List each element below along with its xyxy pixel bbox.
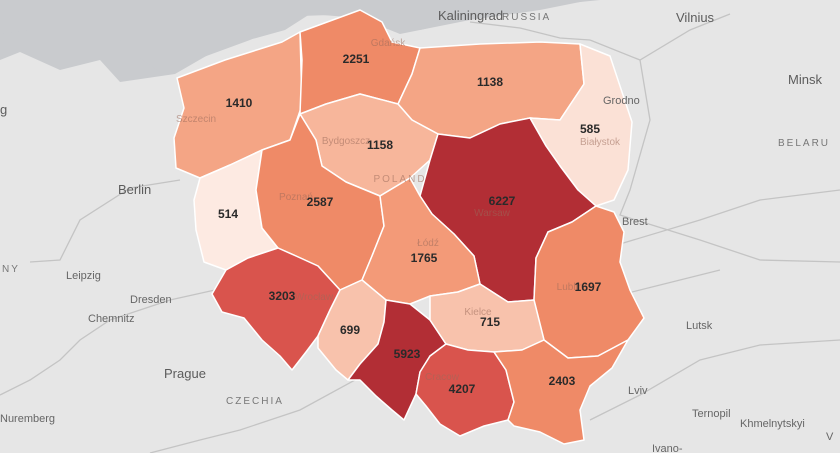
- city-warsaw: Warsaw: [474, 208, 511, 219]
- label-vilnius: Vilnius: [676, 10, 715, 25]
- label-ivano: Ivano-: [652, 443, 683, 453]
- value-lubelskie: 1697: [575, 280, 602, 294]
- city-lodz: Łódź: [417, 238, 439, 249]
- city-krakow: Cracow: [425, 372, 460, 383]
- label-ternopil: Ternopil: [692, 408, 731, 420]
- label-nuremberg: Nuremberg: [0, 413, 55, 425]
- value-slaskie: 5923: [394, 347, 421, 361]
- voivodeships: [173, 9, 645, 445]
- label-czechia: CZECHIA: [226, 396, 284, 407]
- city-bydgoszcz: Bydgoszcz: [322, 136, 370, 147]
- value-podkarpackie: 2403: [549, 374, 576, 388]
- city-szczecin: Szczecin: [176, 114, 216, 125]
- region-podkarpackie[interactable]: [493, 339, 629, 445]
- label-right-edge: V: [826, 431, 834, 443]
- label-berlin: Berlin: [118, 182, 151, 197]
- label-prague: Prague: [164, 366, 206, 381]
- value-lodzkie: 1765: [411, 251, 438, 265]
- label-leipzig: Leipzig: [66, 270, 101, 282]
- region-values: 1410 2251 1138 585 514 1158 2587 6227 17…: [218, 52, 602, 396]
- label-russia: RUSSIA: [502, 12, 551, 23]
- label-grodno: Grodno: [603, 95, 640, 107]
- value-pomorskie: 2251: [343, 52, 370, 66]
- value-opolskie: 699: [340, 323, 360, 337]
- value-wielkopolskie: 2587: [307, 195, 334, 209]
- place-labels: Kaliningrad RUSSIA Vilnius Minsk BELARU …: [0, 8, 834, 453]
- value-dolnoslaskie: 3203: [269, 289, 296, 303]
- region-dolnoslaskie[interactable]: [211, 247, 341, 371]
- label-belarus: BELARU: [778, 138, 830, 149]
- value-mazowieckie: 6227: [489, 194, 516, 208]
- baltic-sea-north: [0, 0, 600, 72]
- value-podlaskie: 585: [580, 122, 600, 136]
- label-lviv: Lviv: [628, 385, 648, 397]
- label-khmelnytskyi: Khmelnytskyi: [740, 418, 805, 430]
- country-poland: POLAND: [373, 174, 426, 185]
- label-minsk: Minsk: [788, 72, 822, 87]
- city-lublin: Lublin: [557, 282, 584, 293]
- label-chemnitz: Chemnitz: [88, 313, 134, 325]
- value-malopolskie: 4207: [449, 382, 476, 396]
- value-warminsko-mazurskie: 1138: [477, 75, 503, 89]
- label-dresden: Dresden: [130, 294, 172, 306]
- value-zachodniopomorskie: 1410: [226, 96, 253, 110]
- region-malopolskie[interactable]: [415, 343, 515, 437]
- city-bialystok: Białystok: [580, 137, 621, 148]
- city-poznan: Poznań: [279, 192, 313, 203]
- label-lutsk: Lutsk: [686, 320, 713, 332]
- label-left-edge: g: [0, 102, 7, 117]
- city-wroclaw: Wrocław: [295, 292, 334, 303]
- label-germany: NY: [2, 264, 20, 275]
- label-brest: Brest: [622, 216, 648, 228]
- value-swietokrzyskie: 715: [480, 315, 500, 329]
- city-kielce: Kielce: [464, 307, 492, 318]
- value-kujawsko-pomorskie: 1158: [367, 138, 393, 152]
- city-gdansk: Gdańsk: [371, 38, 406, 49]
- faint-city-labels: Gdańsk Szczecin Bydgoszcz POLAND Poznań …: [176, 38, 621, 383]
- label-kaliningrad: Kaliningrad: [438, 8, 503, 23]
- value-lubuskie: 514: [218, 207, 238, 221]
